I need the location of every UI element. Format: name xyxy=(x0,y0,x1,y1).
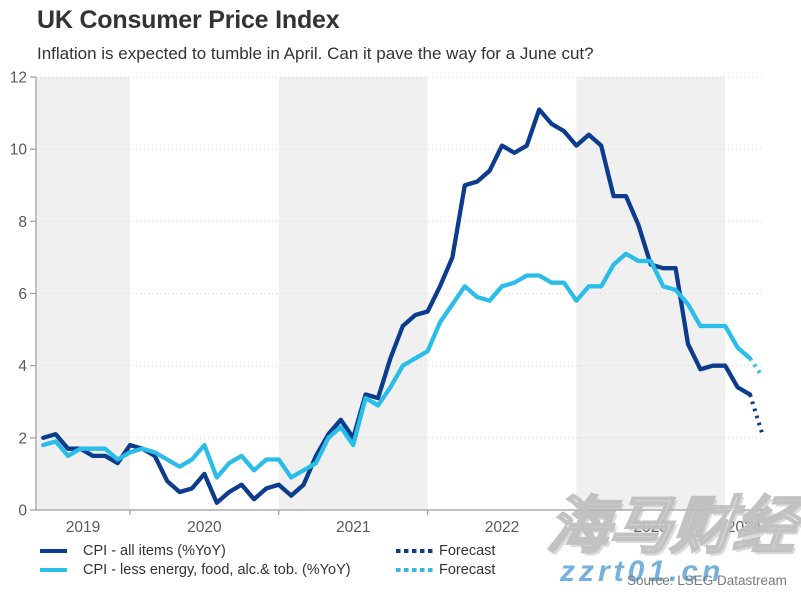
series-cpi-all-items xyxy=(41,107,753,505)
forecast-cpi-core xyxy=(748,357,765,378)
y-tick-label: 6 xyxy=(18,286,27,303)
y-tick-label: 12 xyxy=(10,70,27,87)
x-tick-label-2021: 2021 xyxy=(336,519,370,536)
watermark-url: zzrt01.cn xyxy=(560,555,725,588)
legend: CPI - all items (%YoY) Forecast CPI - le… xyxy=(40,541,495,579)
legend-label-forecast-core: Forecast xyxy=(439,561,496,578)
year-band-2019 xyxy=(36,77,130,510)
legend-swatch-forecast-core xyxy=(396,567,433,572)
x-tick-label-2022: 2022 xyxy=(485,519,519,536)
legend-label-forecast-all-items: Forecast xyxy=(439,542,496,559)
y-tick-label: 0 xyxy=(18,503,27,520)
y-tick-label: 2 xyxy=(18,430,27,447)
legend-label-cpi-all-items: CPI - all items (%YoY) xyxy=(83,542,226,559)
source-credit: Source: LSEG Datastream xyxy=(627,573,787,588)
series-cpi-core xyxy=(41,251,753,480)
legend-row-1: CPI - all items (%YoY) Forecast xyxy=(40,541,495,560)
x-tick-label-2020: 2020 xyxy=(187,519,222,536)
y-tick-label: 8 xyxy=(18,214,27,231)
x-tick-label-2024: 2024 xyxy=(727,519,762,536)
watermark-chinese: 海马财经 xyxy=(543,491,800,562)
y-tick-label: 4 xyxy=(18,358,27,375)
x-tick-label-2023: 2023 xyxy=(634,519,668,536)
legend-swatch-cpi-core xyxy=(40,567,67,572)
legend-row-2: CPI - less energy, food, alc.& tob. (%Yo… xyxy=(40,560,495,579)
legend-label-cpi-core: CPI - less energy, food, alc.& tob. (%Yo… xyxy=(83,561,351,578)
x-tick-label-2019: 2019 xyxy=(66,519,100,536)
page-subtitle: Inflation is expected to tumble in April… xyxy=(37,44,594,63)
legend-swatch-forecast-all-items xyxy=(396,548,433,553)
page-title: UK Consumer Price Index xyxy=(37,6,340,34)
forecast-cpi-all-items xyxy=(748,393,765,435)
y-tick-label: 10 xyxy=(10,142,28,159)
legend-swatch-cpi-all-items xyxy=(40,548,67,553)
